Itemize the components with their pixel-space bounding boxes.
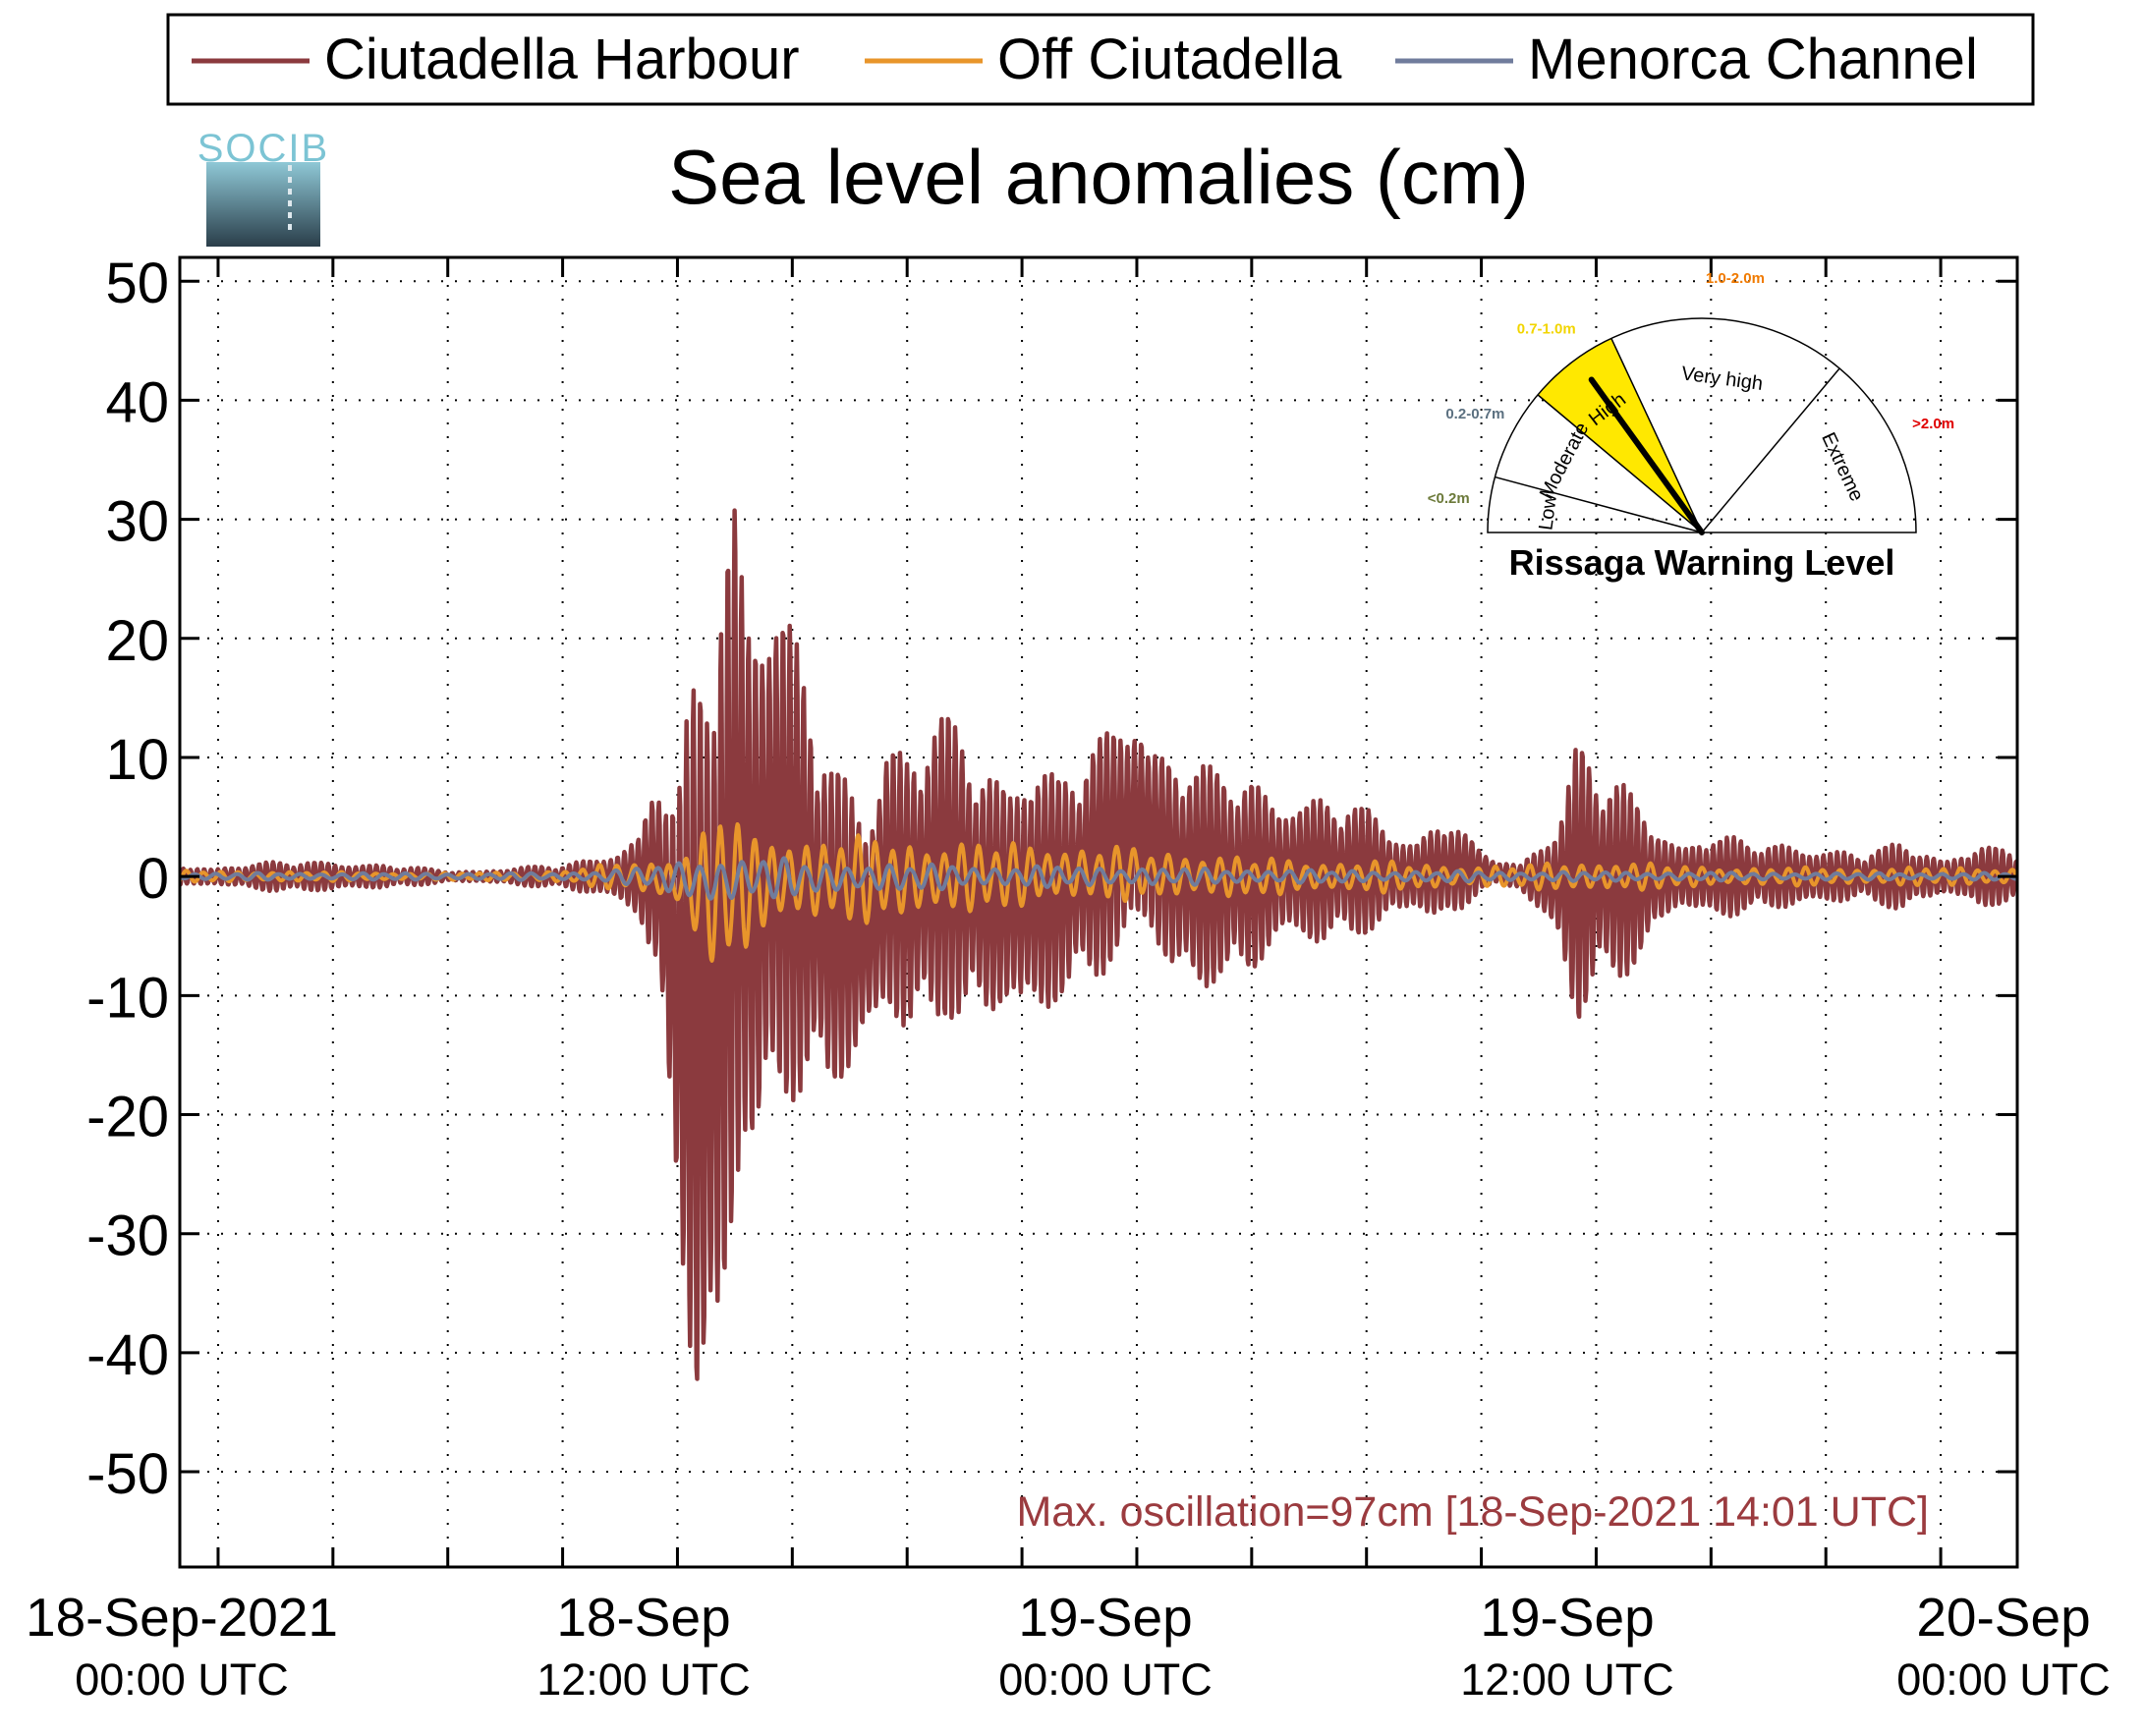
- x-axis: 18-Sep-2021 00:00 UTC 18-Sep 12:00 UTC 19-Se…: [26, 257, 2111, 1705]
- gauge-divider: [1701, 367, 1840, 533]
- legend-box: [166, 13, 2035, 106]
- gauge-range-label: 0.7-1.0m: [1517, 321, 1576, 338]
- plot-frame: [178, 255, 2019, 1569]
- x-tick-label: 18-Sep-2021: [26, 1587, 338, 1648]
- y-tick-label: 0: [138, 847, 169, 911]
- y-tick-label: 40: [105, 370, 169, 434]
- y-axis: 50 40 30 20 10 0 -10 -20 -30 -40 -50: [86, 252, 2017, 1506]
- gauge-divider: [1495, 476, 1703, 533]
- gauge-range-label: 0.2-0.7m: [1445, 406, 1504, 422]
- x-tick-sublabel: 12:00 UTC: [1460, 1654, 1674, 1705]
- legend: Ciutadella Harbour Off Ciutadella Menorc…: [166, 13, 2035, 106]
- gauge-range-label: <0.2m: [1428, 490, 1470, 507]
- y-tick-label: 10: [105, 728, 169, 792]
- y-tick-label: -30: [86, 1204, 169, 1268]
- gauge-divider: [1610, 338, 1703, 533]
- y-tick-label: 30: [105, 490, 169, 554]
- gauge-outline: [1487, 317, 1917, 533]
- y-tick-label: -10: [86, 966, 169, 1030]
- x-tick-sublabel: 00:00 UTC: [1896, 1654, 2111, 1705]
- gauge-title: Rissaga Warning Level: [1509, 542, 1895, 583]
- y-tick-label: -40: [86, 1323, 169, 1387]
- max-oscillation-annotation: Max. oscillation=97cm [18-Sep-2021 14:01…: [1016, 1488, 1929, 1536]
- series-line-ciutadella-harbour: [180, 508, 2017, 1381]
- chart-title: Sea level anomalies (cm): [668, 134, 1529, 220]
- gauge-sector-high-fill: [1538, 338, 1702, 532]
- gauge-range-label: 1.0-2.0m: [1706, 270, 1765, 287]
- series-line-off-ciutadella: [180, 822, 2017, 963]
- y-tick-label: 20: [105, 609, 169, 673]
- legend-label-menorca-channel: Menorca Channel: [1528, 28, 1978, 91]
- y-tick-label: -20: [86, 1086, 169, 1149]
- y-tick-label: -50: [86, 1442, 169, 1506]
- x-tick-label: 20-Sep: [1916, 1587, 2090, 1648]
- x-tick-sublabel: 12:00 UTC: [536, 1654, 751, 1705]
- x-tick-label: 19-Sep: [1018, 1587, 1192, 1648]
- legend-label-off-ciutadella: Off Ciutadella: [997, 28, 1342, 91]
- gauge-needle: [1588, 376, 1705, 535]
- legend-label-ciutadella-harbour: Ciutadella Harbour: [324, 28, 800, 91]
- x-tick-label: 19-Sep: [1480, 1587, 1654, 1648]
- gauge-range-label: >2.0m: [1912, 416, 1954, 432]
- socib-logo: SOCIB: [198, 127, 329, 247]
- x-tick-sublabel: 00:00 UTC: [75, 1654, 289, 1705]
- gauge-sector-label: Low: [1535, 492, 1561, 532]
- x-tick-sublabel: 00:00 UTC: [998, 1654, 1213, 1705]
- y-tick-label: 50: [105, 252, 169, 315]
- logo-text: SOCIB: [198, 127, 329, 170]
- x-tick-label: 18-Sep: [556, 1587, 730, 1648]
- series-line-menorca-channel: [180, 856, 2017, 901]
- gauge-divider: [1537, 394, 1703, 533]
- series-layer: [180, 508, 2017, 1381]
